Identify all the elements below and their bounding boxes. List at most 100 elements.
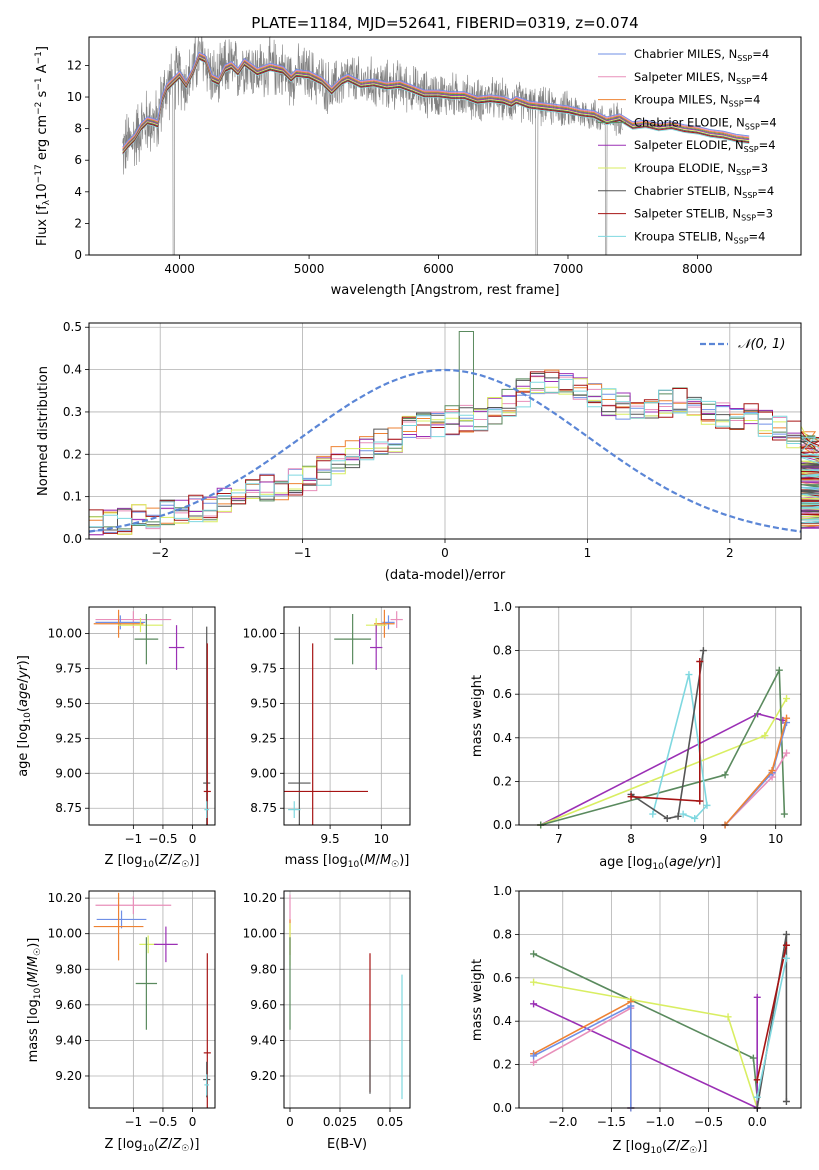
- x-tick-label: 0.0: [748, 1115, 767, 1129]
- y-tick-label: 0.4: [493, 731, 512, 745]
- spectrum-data: [122, 35, 750, 256]
- y-tick-label: 10.00: [243, 627, 277, 641]
- massE-axes: 0 0.025 0.05 9.20 9.40 9.60 9.80 10.00 10.20: [243, 891, 404, 1129]
- y-tick-label: 10: [67, 90, 82, 104]
- wAge-ylabel: mass weight: [470, 675, 485, 757]
- y-tick-label: 9.50: [250, 696, 277, 710]
- legend-label: Salpeter STELIB, NSSP=3: [634, 207, 773, 223]
- weight-marker: [761, 732, 769, 740]
- weight-marker: [627, 793, 635, 801]
- weight-marker: [627, 1002, 635, 1010]
- legend-label: Salpeter MILES, NSSP=4: [634, 70, 768, 86]
- ageZ-frame: [88, 606, 216, 826]
- y-tick-label: 8.75: [250, 801, 277, 815]
- residuals-axes: −2 −1 0 1 2 0.0 0.1 0.2 0.3 0.4 0.5: [63, 320, 734, 560]
- residual-peak-bin: [458, 330, 474, 412]
- x-tick-label: 0.025: [323, 1115, 357, 1129]
- ageZ-ylabel: age [log10(age/yr)]: [16, 655, 33, 777]
- y-tick-label: 8: [74, 122, 82, 136]
- y-tick-label: 9.50: [55, 696, 82, 710]
- weight-marker: [530, 1000, 538, 1008]
- massE-content: [284, 891, 410, 1108]
- weight-marker: [782, 954, 790, 962]
- y-tick-label: 0.0: [493, 818, 512, 832]
- normal-curve: [88, 368, 802, 533]
- panel-weight-vs-Z: −2.0 −1.5 −1.0 −0.5 0.0 0.0 0.2 0.4 0.6 0.8 1.0 Z …: [470, 884, 802, 1156]
- x-tick-label: 0.05: [377, 1115, 404, 1129]
- y-tick-label: 0.4: [493, 1014, 512, 1028]
- weight-marker: [782, 930, 790, 938]
- spectrum-model-line: [122, 57, 750, 153]
- y-tick-label: 12: [67, 58, 82, 72]
- ageZ-axes: −1 −0.5 0 8.75 9.00 9.25 9.50 9.75 10.00: [48, 627, 197, 846]
- weight-marker: [691, 814, 699, 822]
- weight-marker: [782, 1097, 790, 1105]
- x-tick-label: −1: [125, 1115, 143, 1129]
- y-tick-label: 10.00: [48, 627, 82, 641]
- ageZ-content: [89, 607, 215, 825]
- legend-label: Salpeter ELODIE, NSSP=4: [634, 138, 776, 154]
- massZ-ylabel: mass [log10(M/M☉)]: [26, 938, 43, 1063]
- weight-marker: [753, 993, 761, 1001]
- spectrum-frame: [88, 36, 802, 256]
- weight-marker: [782, 941, 790, 949]
- y-tick-label: 9.75: [250, 661, 277, 675]
- wZ-xlabel: Z [log10(Z/Z☉)]: [613, 1139, 708, 1156]
- wAge-frame: [518, 606, 802, 826]
- x-tick-label: 8: [627, 832, 635, 846]
- x-tick-label: 5000: [294, 262, 325, 276]
- x-tick-label: −1: [125, 832, 143, 846]
- y-tick-label: 9.60: [55, 998, 82, 1012]
- y-tick-label: 9.80: [55, 962, 82, 976]
- y-tick-label: 2: [74, 216, 82, 230]
- ageM-content: [284, 607, 410, 825]
- weight-marker: [775, 666, 783, 674]
- spectrum-axes: 4000 5000 6000 7000 8000 0 2 4 6 8 10 12: [67, 58, 713, 276]
- weight-line: [540, 667, 786, 826]
- x-tick-label: −0.5: [694, 1115, 723, 1129]
- weight-line: [533, 981, 758, 1109]
- y-tick-label: 9.75: [55, 661, 82, 675]
- wAge-xlabel: age [log10(age/yr)]: [599, 855, 721, 872]
- weight-marker: [530, 978, 538, 986]
- weight-marker: [783, 749, 791, 757]
- x-tick-label: 10: [374, 832, 389, 846]
- residual-histogram: [89, 378, 819, 528]
- x-tick-label: 10: [768, 832, 783, 846]
- massZ-content: [89, 891, 215, 1108]
- y-tick-label: 1.0: [493, 600, 512, 614]
- spectrum-model-line: [122, 56, 750, 152]
- spectrum-model-line: [122, 51, 750, 148]
- weight-line: [630, 650, 705, 820]
- y-tick-label: 0.6: [493, 971, 512, 985]
- y-tick-label: 4: [74, 185, 82, 199]
- wZ-axes: −2.0 −1.5 −1.0 −0.5 0.0 0.0 0.2 0.4 0.6 0.8 1.0: [493, 884, 767, 1129]
- weight-marker: [753, 1076, 761, 1084]
- x-tick-label: 8000: [682, 262, 713, 276]
- x-tick-label: 0: [441, 546, 449, 560]
- x-tick-label: 0: [189, 832, 197, 846]
- y-tick-label: 0: [74, 248, 82, 262]
- y-tick-label: 9.00: [250, 766, 277, 780]
- massZ-xlabel: Z [log10(Z/Z☉)]: [105, 1137, 200, 1154]
- ageM-frame: [283, 606, 411, 826]
- ageM-grid: [284, 607, 410, 825]
- massE-xlabel: E(B-V): [327, 1137, 367, 1152]
- wAge-lines: [537, 647, 791, 829]
- weight-marker: [685, 671, 693, 679]
- weight-marker: [674, 812, 682, 820]
- x-tick-label: −1: [294, 546, 312, 560]
- legend-label: Chabrier ELODIE, NSSP=4: [634, 115, 777, 131]
- figure-title: PLATE=1184, MJD=52641, FIBERID=0319, z=0…: [251, 14, 638, 32]
- weight-marker: [768, 767, 776, 774]
- massZ-frame: [88, 890, 216, 1109]
- y-tick-label: 10.00: [243, 927, 277, 941]
- y-tick-label: 0.4: [63, 363, 82, 377]
- massZ-axes: −1 −0.5 0 9.20 9.40 9.60 9.80 10.00 10.20: [48, 891, 197, 1129]
- weight-marker: [530, 950, 538, 958]
- panel-mass-vs-Z: −1 −0.5 0 9.20 9.40 9.60 9.80 10.00 10.20 Z [log…: [26, 890, 216, 1154]
- y-tick-label: 9.00: [55, 766, 82, 780]
- y-tick-label: 9.80: [250, 962, 277, 976]
- weight-marker: [696, 797, 704, 805]
